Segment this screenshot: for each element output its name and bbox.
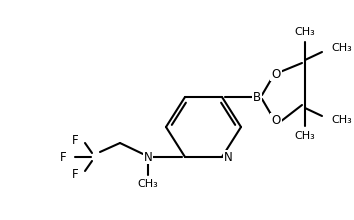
Text: B: B xyxy=(253,90,261,103)
Text: CH₃: CH₃ xyxy=(138,179,158,189)
Text: CH₃: CH₃ xyxy=(295,131,315,141)
Text: N: N xyxy=(224,150,233,163)
Text: F: F xyxy=(72,134,79,147)
Text: CH₃: CH₃ xyxy=(331,43,352,53)
Text: O: O xyxy=(272,68,281,81)
Text: O: O xyxy=(272,114,281,126)
Text: CH₃: CH₃ xyxy=(331,115,352,125)
Text: F: F xyxy=(72,167,79,180)
Text: N: N xyxy=(144,150,152,163)
Text: CH₃: CH₃ xyxy=(295,27,315,37)
Text: F: F xyxy=(61,150,67,163)
